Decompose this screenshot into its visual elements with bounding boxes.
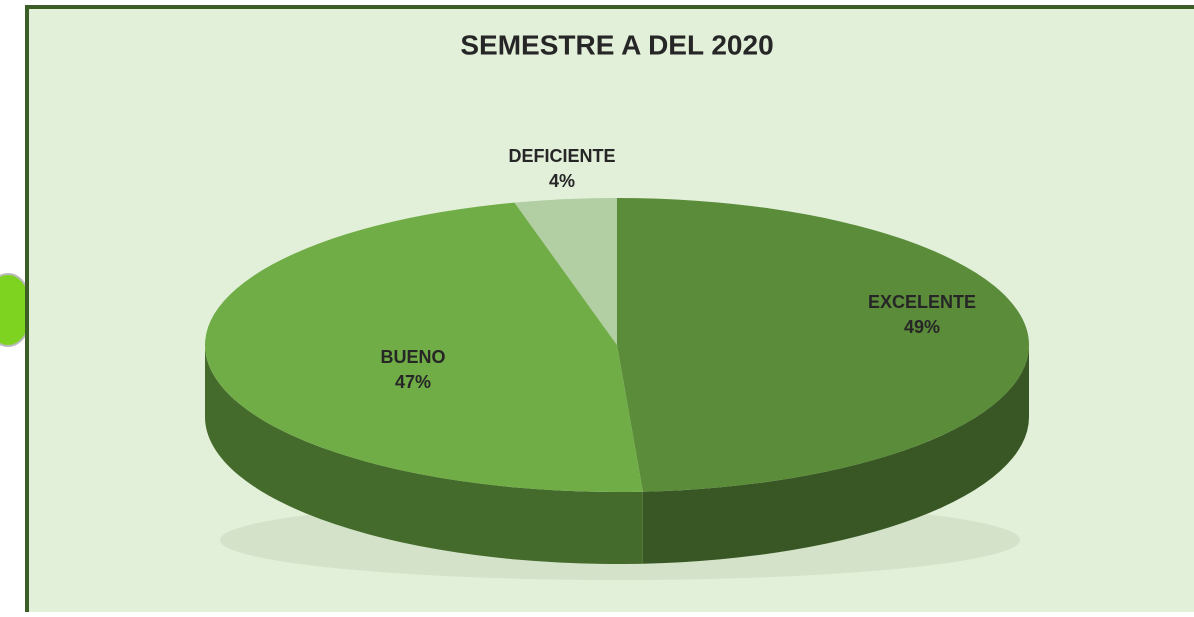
pie-slice-side [205,345,643,564]
pie-slice [204,202,643,492]
chart-title: SEMESTRE A DEL 2020 [460,29,773,60]
slice-category-label: EXCELENTE [868,292,976,312]
pie-slice-side [642,345,1029,564]
slice-value-label: 49% [904,317,940,337]
pie-slice [617,198,1029,492]
slice-category-label: BUENO [380,347,445,367]
pie-slice [514,198,617,345]
slice-value-label: 47% [395,372,431,392]
slice-category-label: DEFICIENTE [508,146,615,166]
slice-value-label: 4% [549,171,575,191]
